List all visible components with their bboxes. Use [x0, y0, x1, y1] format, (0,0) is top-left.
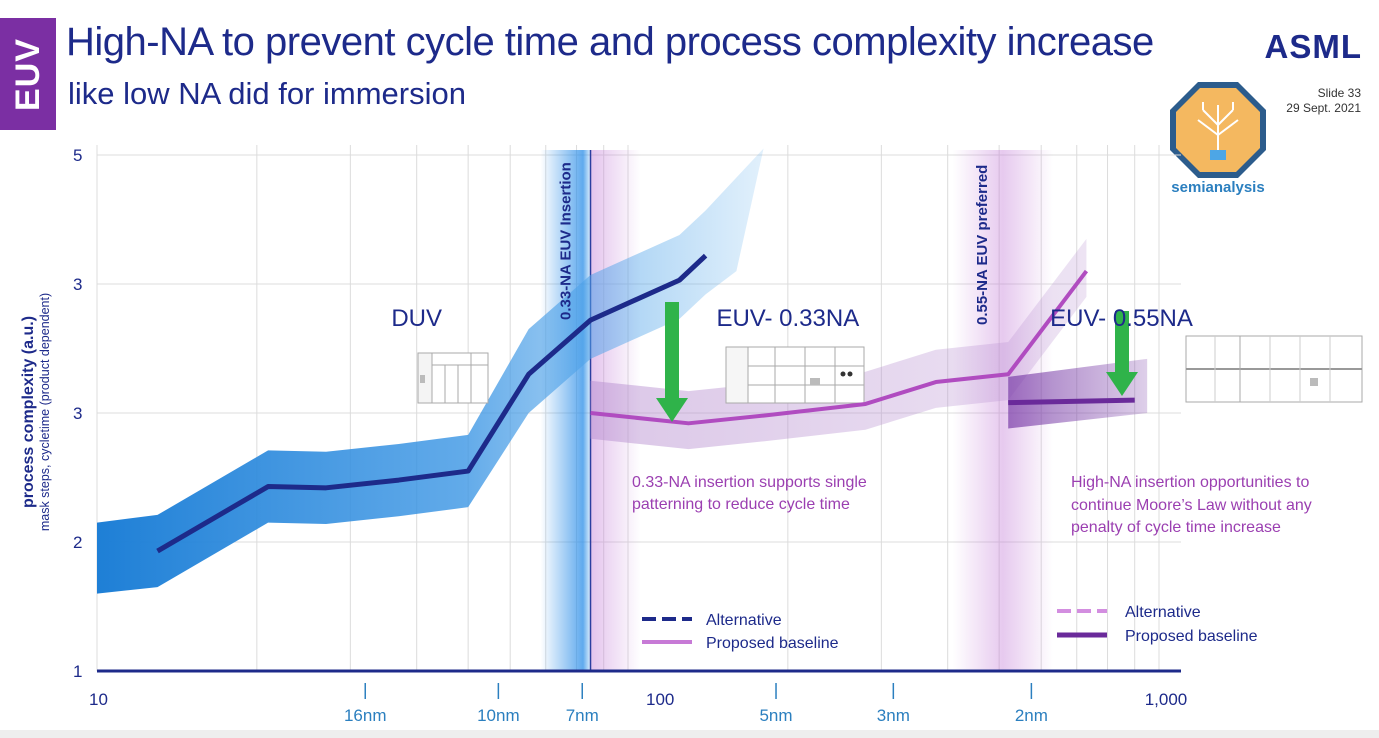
annotation-033-line2: patterning to reduce cycle time [632, 496, 850, 513]
y-tick-label: 5 [73, 146, 82, 165]
region-label: EUV- 0.33NA [716, 305, 859, 332]
legend-033-proposed: Proposed baseline [706, 635, 839, 652]
annotation-055-line2: continue Moore’s Law without any [1071, 497, 1312, 514]
node-label: 2nm [1015, 706, 1048, 725]
legend-055-proposed: Proposed baseline [1125, 628, 1258, 645]
x-tick-label: 1,000 [1145, 690, 1188, 709]
euv-055-scanner-illustration [1185, 335, 1363, 403]
slide-number: Slide 33 [1317, 86, 1361, 100]
legend-033: Alternative Proposed baseline [642, 612, 839, 652]
blue-insertion-band [540, 150, 591, 671]
y-tick-label: 2 [73, 533, 82, 552]
insertion-marker-label: 0.55-NA EUV preferred [974, 165, 991, 325]
slide-title: High-NA to prevent cycle time and proces… [66, 20, 1154, 64]
annotation-055-line1: High-NA insertion opportunities to [1071, 474, 1309, 491]
axis-labels: 5 3 3 2 1 10 100 1,000 [73, 146, 1187, 709]
x-tick-label: 10 [89, 690, 108, 709]
asml-logo: ASML [1264, 28, 1362, 65]
y-tick-label: 3 [73, 275, 82, 294]
annotation-033-line1: 0.33-NA insertion supports single [632, 474, 867, 491]
slide-date: 29 Sept. 2021 [1286, 101, 1361, 115]
annotation-055-line3: penalty of cycle time increase [1071, 519, 1281, 536]
node-label: 10nm [477, 706, 520, 725]
legend-033-alternative: Alternative [706, 612, 782, 629]
semianalysis-watermark: semianalysis [1170, 82, 1266, 196]
region-labels: DUV EUV- 0.33NA EUV- 0.55NA [391, 305, 1193, 332]
slide-subtitle: like low NA did for immersion [68, 76, 466, 111]
blue-uncertainty-band [97, 148, 764, 594]
series-lines [156, 253, 1135, 554]
down-arrow-icon-055 [1106, 311, 1138, 396]
footer-bar [0, 730, 1379, 738]
node-label: 7nm [566, 706, 599, 725]
series-line-dark-purple [1008, 397, 1135, 406]
insertion-marker-label: 0.33-NA EUV Insertion [558, 162, 575, 320]
node-label: 3nm [877, 706, 910, 725]
down-arrow-icon-033 [656, 302, 688, 422]
legend-055-alternative: Alternative [1125, 604, 1201, 621]
region-label: EUV- 0.55NA [1050, 305, 1193, 332]
euv-section-tab: EUV [0, 18, 56, 130]
insertion-labels: 0.33-NA EUV Insertion 0.55-NA EUV preferr… [558, 162, 991, 325]
x-tick-label: 100 [646, 690, 674, 709]
duv-scanner-illustration [417, 352, 489, 404]
node-label: 16nm [344, 706, 387, 725]
purple-uncertainty-band [590, 238, 1087, 450]
y-tick-label: 1 [73, 662, 82, 681]
legend-055: Alternative Proposed baseline [1057, 604, 1258, 645]
euv-033-scanner-illustration [725, 346, 865, 404]
region-label: DUV [391, 305, 442, 332]
node-label: 5nm [759, 706, 792, 725]
watermark-text: semianalysis [1171, 179, 1264, 196]
y-tick-label: 3 [73, 404, 82, 423]
node-ticks: 16nm 10nm 7nm 5nm 3nm 2nm [344, 683, 1048, 725]
